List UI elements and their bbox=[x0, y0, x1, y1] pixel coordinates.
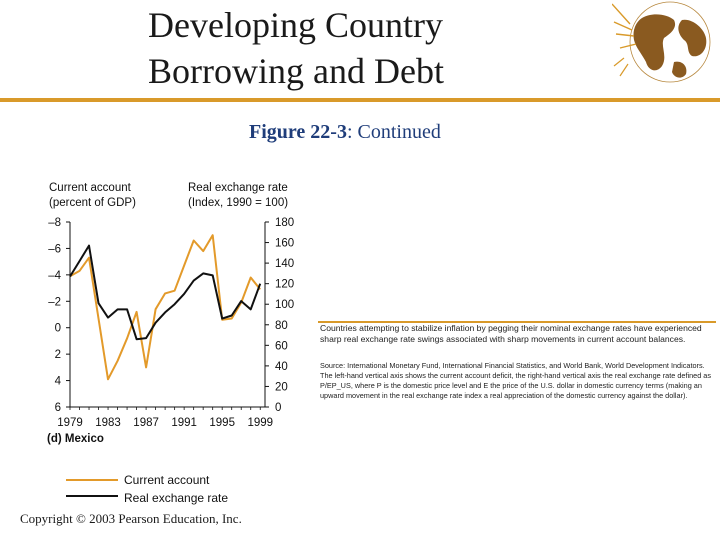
left-axis-label-line-1: Current account bbox=[49, 182, 132, 194]
left-tick-label: –4 bbox=[48, 270, 61, 282]
right-tick-label: 120 bbox=[275, 279, 294, 291]
figure-description: Countries attempting to stabilize inflat… bbox=[320, 323, 702, 345]
series-line-real-exchange-rate bbox=[69, 244, 262, 341]
series-line-current-account bbox=[69, 234, 261, 381]
x-tick-label: 1991 bbox=[171, 417, 197, 429]
legend-label-real-exchange-rate: Real exchange rate bbox=[124, 491, 228, 505]
legend-label-current-account: Current account bbox=[124, 473, 210, 487]
figure-caption: Figure 22-3: Continued bbox=[249, 121, 441, 144]
mexico-chart: Current account (percent of GDP) Real ex… bbox=[47, 182, 294, 505]
right-tick-label: 140 bbox=[275, 258, 294, 270]
left-tick-label: 6 bbox=[55, 402, 61, 414]
slide-title: Developing Country Borrowing and Debt bbox=[148, 2, 444, 94]
title-underline bbox=[0, 98, 720, 102]
copyright-notice: Copyright © 2003 Pearson Education, Inc. bbox=[20, 511, 242, 526]
right-axis-label-line-1: Real exchange rate bbox=[188, 182, 288, 194]
right-tick-label: 80 bbox=[275, 320, 288, 332]
right-axis-label-line-2: (Index, 1990 = 100) bbox=[188, 197, 288, 209]
left-tick-label: 4 bbox=[55, 376, 62, 388]
panel-label: (d) Mexico bbox=[47, 433, 104, 445]
figure-continued: : Continued bbox=[346, 121, 441, 143]
left-tick-label: –8 bbox=[48, 217, 61, 229]
left-tick-label: –2 bbox=[48, 296, 61, 308]
caption-rule bbox=[318, 321, 716, 323]
right-tick-label: 160 bbox=[275, 238, 294, 250]
figure-source-note: Source: International Monetary Fund, Int… bbox=[320, 361, 711, 401]
globe-icon bbox=[612, 0, 720, 100]
figure-label: Figure 22-3 bbox=[249, 121, 347, 143]
right-tick-label: 60 bbox=[275, 340, 288, 352]
right-tick-label: 0 bbox=[275, 402, 281, 414]
right-tick-label: 40 bbox=[275, 361, 288, 373]
slide-title-line-2: Borrowing and Debt bbox=[148, 51, 444, 91]
left-axis-label-line-2: (percent of GDP) bbox=[49, 197, 136, 209]
right-tick-label: 100 bbox=[275, 299, 294, 311]
x-tick-label: 1995 bbox=[209, 417, 235, 429]
x-tick-label: 1979 bbox=[57, 417, 83, 429]
right-tick-label: 180 bbox=[275, 217, 294, 229]
left-tick-label: 2 bbox=[55, 349, 61, 361]
left-tick-label: –6 bbox=[48, 243, 61, 255]
x-tick-label: 1987 bbox=[133, 417, 159, 429]
right-tick-label: 20 bbox=[275, 381, 288, 393]
slide-title-line-1: Developing Country bbox=[148, 5, 443, 45]
x-tick-label: 1983 bbox=[95, 417, 121, 429]
x-tick-label: 1999 bbox=[247, 417, 273, 429]
left-tick-label: 0 bbox=[55, 323, 61, 335]
